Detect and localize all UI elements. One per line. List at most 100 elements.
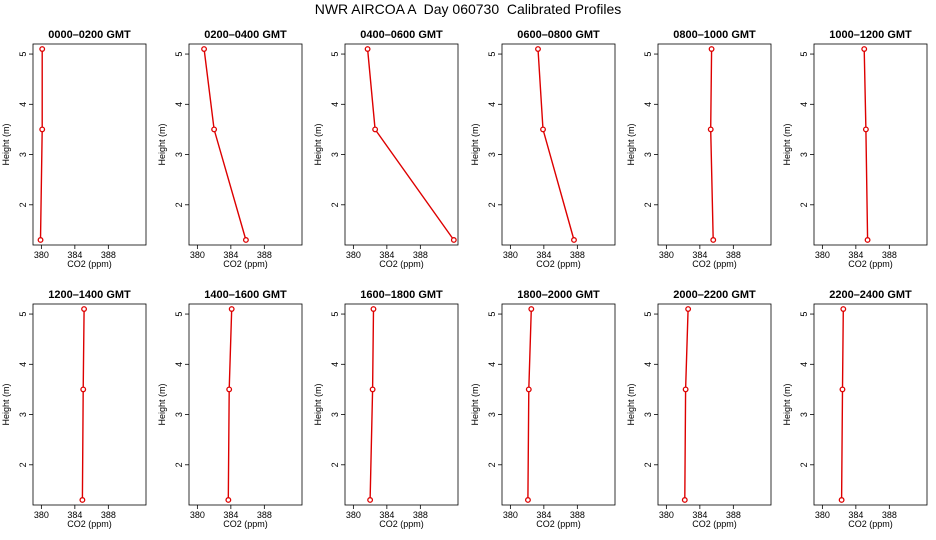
panel-title: 1000–1200 GMT [829, 29, 912, 41]
x-axis-label: CO2 (ppm) [536, 519, 581, 529]
y-tick-label: 3 [174, 412, 184, 417]
x-tick-label: 380 [503, 510, 518, 520]
y-tick-label: 3 [799, 412, 809, 417]
x-tick-label: 388 [257, 250, 272, 260]
y-axis-label: Height (m) [782, 383, 792, 425]
profile-point [211, 126, 218, 133]
profile-panel: 1200–1400 GMT 380 384 388 2 3 4 5 CO2 (ppm) Heigh… [1, 289, 147, 529]
profile-point [535, 46, 541, 52]
panel-title: 0200–0400 GMT [204, 29, 287, 41]
y-tick-label: 2 [643, 462, 653, 467]
profile-point [571, 237, 577, 243]
profile-point [226, 386, 233, 393]
profile-point [372, 126, 379, 133]
panel-title: 1400–1600 GMT [204, 289, 287, 301]
y-tick-label: 5 [18, 52, 28, 57]
y-tick-label: 4 [487, 362, 497, 367]
y-axis-label: Height (m) [470, 383, 480, 425]
profile-line [369, 308, 375, 501]
x-tick-label: 388 [726, 250, 741, 260]
panel-title: 0800–1000 GMT [673, 29, 756, 41]
plot-frame [813, 303, 928, 506]
profile-panel: 0800–1000 GMT 380 384 388 2 3 4 5 CO2 (ppm) Heigh… [626, 29, 772, 269]
y-tick-label: 5 [487, 312, 497, 317]
profile-point [225, 497, 232, 503]
y-tick-label: 5 [330, 52, 340, 57]
plot-frame [32, 43, 147, 246]
panel-title: 0000–0200 GMT [48, 29, 131, 41]
panel-title: 1200–1400 GMT [48, 289, 131, 301]
profile-point [450, 237, 457, 243]
x-axis-label: CO2 (ppm) [223, 519, 268, 529]
profile-line [39, 49, 43, 241]
plot-frame [32, 303, 147, 506]
profile-point [838, 497, 845, 503]
plot-frame [657, 303, 772, 506]
x-tick-label: 388 [101, 250, 116, 260]
y-tick-label: 4 [18, 102, 28, 107]
x-tick-label: 384 [692, 250, 707, 260]
profile-point [710, 237, 717, 243]
profile-point [708, 46, 715, 52]
x-axis-label: CO2 (ppm) [379, 259, 424, 269]
profile-point [228, 306, 235, 312]
y-tick-label: 5 [174, 52, 184, 57]
profile-panel: 1000–1200 GMT 380 384 388 2 3 4 5 CO2 (ppm) Heigh… [782, 29, 928, 269]
profile-panel: 0400–0600 GMT 380 384 388 2 3 4 5 CO2 (ppm) Heigh… [313, 29, 459, 269]
panel-title: 1800–2000 GMT [517, 289, 600, 301]
x-tick-label: 380 [346, 250, 361, 260]
profile-point [201, 46, 208, 52]
x-tick-label: 380 [659, 250, 674, 260]
x-tick-label: 380 [815, 510, 830, 520]
plot-frame [501, 43, 616, 246]
y-tick-label: 4 [799, 102, 809, 107]
x-axis-label: CO2 (ppm) [67, 259, 112, 269]
y-axis-label: Height (m) [313, 383, 323, 425]
y-tick-label: 4 [174, 362, 184, 367]
profile-point [685, 306, 692, 312]
profile-point [364, 46, 371, 52]
x-tick-label: 384 [536, 250, 551, 260]
panel-title: 0600–0800 GMT [517, 29, 600, 41]
profile-line [227, 308, 233, 501]
figure-title: NWR AIRCOA A Day 060730 Calibrated Profi… [314, 1, 622, 17]
x-tick-label: 380 [346, 510, 361, 520]
y-tick-label: 3 [487, 152, 497, 157]
y-tick-label: 4 [330, 362, 340, 367]
profile-point [862, 126, 869, 133]
y-tick-label: 5 [330, 312, 340, 317]
panel-title: 0400–0600 GMT [360, 29, 443, 41]
y-tick-label: 2 [330, 462, 340, 467]
y-tick-label: 2 [799, 462, 809, 467]
x-tick-label: 380 [34, 250, 49, 260]
profile-line [863, 48, 869, 241]
x-tick-label: 384 [692, 510, 707, 520]
x-axis-label: CO2 (ppm) [536, 259, 581, 269]
x-tick-label: 388 [882, 250, 897, 260]
y-tick-label: 5 [643, 312, 653, 317]
profile-point [525, 386, 532, 393]
y-axis-label: Height (m) [1, 383, 11, 425]
profile-panel: 0600–0800 GMT 380 384 388 2 3 4 5 CO2 (ppm) Heigh… [470, 29, 616, 269]
y-tick-label: 5 [174, 312, 184, 317]
y-tick-label: 2 [643, 202, 653, 207]
y-tick-label: 2 [18, 202, 28, 207]
profile-point [528, 306, 535, 312]
profile-point [840, 306, 847, 312]
y-tick-label: 4 [330, 102, 340, 107]
profile-point [81, 306, 88, 312]
x-tick-label: 384 [223, 250, 238, 260]
x-tick-label: 388 [257, 510, 272, 520]
profile-line [203, 48, 247, 241]
y-axis-label: Height (m) [626, 383, 636, 425]
plot-frame [344, 303, 459, 506]
y-tick-label: 4 [18, 362, 28, 367]
y-tick-label: 4 [799, 362, 809, 367]
y-tick-label: 3 [18, 152, 28, 157]
y-tick-label: 3 [330, 152, 340, 157]
y-tick-label: 4 [643, 102, 653, 107]
x-tick-label: 384 [848, 250, 863, 260]
plot-frame [657, 43, 772, 246]
plot-frame [188, 303, 303, 506]
